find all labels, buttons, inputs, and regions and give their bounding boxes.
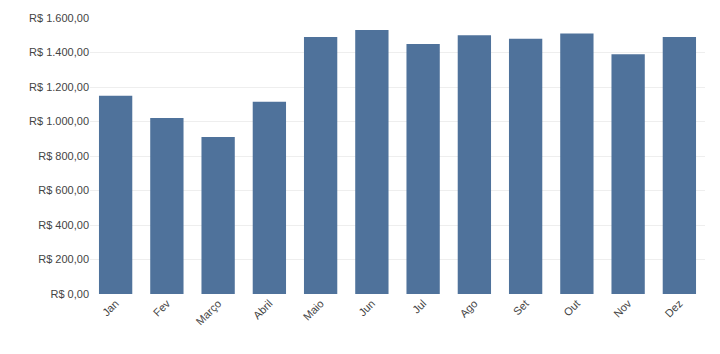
svg-text:Ago: Ago bbox=[457, 297, 479, 319]
svg-text:R$ 200,00: R$ 200,00 bbox=[38, 253, 89, 265]
svg-text:R$ 1.600,00: R$ 1.600,00 bbox=[29, 12, 89, 24]
svg-text:R$ 0,00: R$ 0,00 bbox=[50, 288, 89, 300]
svg-text:R$ 600,00: R$ 600,00 bbox=[38, 184, 89, 196]
svg-text:R$ 1.400,00: R$ 1.400,00 bbox=[29, 46, 89, 58]
svg-text:Nov: Nov bbox=[611, 297, 634, 320]
svg-text:Março: Março bbox=[193, 297, 223, 327]
svg-text:Set: Set bbox=[511, 297, 531, 317]
svg-text:Out: Out bbox=[561, 297, 582, 318]
svg-text:Jan: Jan bbox=[100, 297, 121, 318]
svg-text:Jul: Jul bbox=[410, 297, 428, 315]
svg-text:Jun: Jun bbox=[356, 297, 377, 318]
svg-text:R$ 400,00: R$ 400,00 bbox=[38, 219, 89, 231]
svg-text:Maio: Maio bbox=[301, 297, 326, 322]
svg-text:R$ 1.200,00: R$ 1.200,00 bbox=[29, 81, 89, 93]
svg-text:Fev: Fev bbox=[151, 297, 173, 319]
svg-text:R$ 800,00: R$ 800,00 bbox=[38, 150, 89, 162]
svg-text:Abril: Abril bbox=[251, 297, 275, 321]
svg-text:Dez: Dez bbox=[662, 297, 684, 319]
svg-text:R$ 1.000,00: R$ 1.000,00 bbox=[29, 115, 89, 127]
